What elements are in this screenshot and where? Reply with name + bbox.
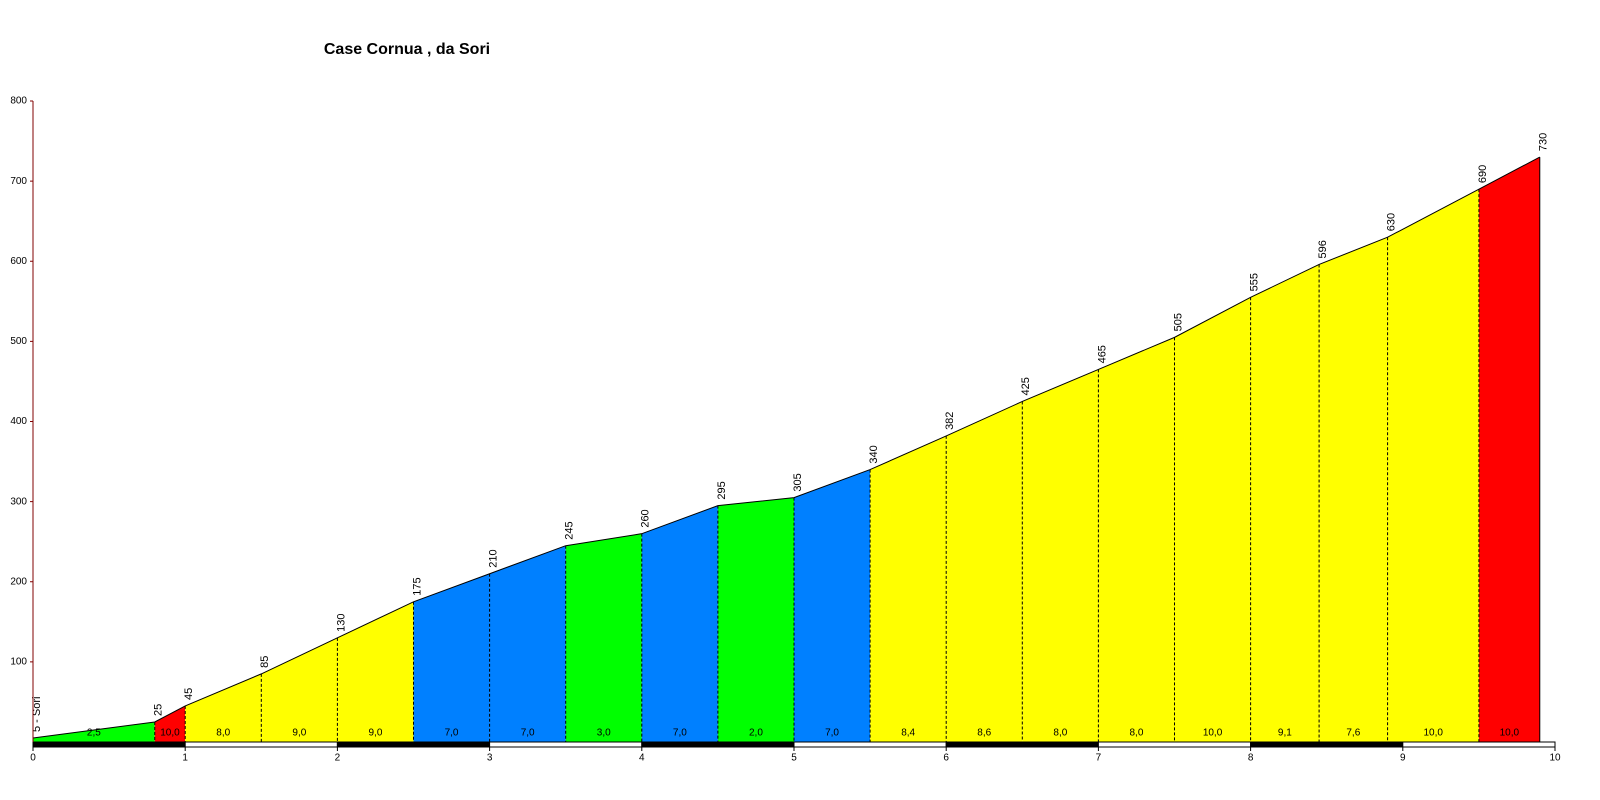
gradient-segment bbox=[185, 673, 262, 742]
x-tick-label: 2 bbox=[335, 753, 341, 764]
km-strip bbox=[32, 741, 186, 748]
elevation-label: 245 bbox=[564, 521, 576, 539]
y-tick-label: 300 bbox=[10, 496, 27, 507]
gradient-segment bbox=[1387, 189, 1479, 742]
x-tick-label: 0 bbox=[30, 753, 36, 764]
gradient-label: 8,0 bbox=[1053, 728, 1067, 739]
gradient-segment bbox=[794, 469, 871, 742]
elevation-label: 340 bbox=[868, 445, 880, 463]
gradient-label: 7,6 bbox=[1346, 728, 1360, 739]
elevation-label: 425 bbox=[1020, 377, 1032, 395]
gradient-segment bbox=[261, 637, 338, 742]
km-strip bbox=[641, 741, 795, 748]
x-tick-label: 7 bbox=[1096, 753, 1102, 764]
gradient-label: 7,0 bbox=[673, 728, 687, 739]
gradient-segment bbox=[1022, 369, 1099, 742]
gradient-segment bbox=[717, 497, 794, 742]
km-strip bbox=[184, 741, 338, 748]
gradient-label: 7,0 bbox=[445, 728, 459, 739]
gradient-segment bbox=[1319, 237, 1388, 742]
gradient-segment bbox=[489, 545, 566, 742]
gradient-segment bbox=[641, 505, 718, 742]
elevation-label: 690 bbox=[1477, 165, 1489, 183]
km-strip bbox=[336, 741, 491, 748]
gradient-segment bbox=[154, 705, 186, 742]
x-tick-label: 3 bbox=[487, 753, 493, 764]
elevation-label: 465 bbox=[1096, 345, 1108, 363]
y-tick-label: 800 bbox=[10, 96, 27, 107]
elevation-label: 85 bbox=[259, 656, 271, 668]
x-tick-label: 6 bbox=[943, 753, 949, 764]
gradient-segment bbox=[1250, 264, 1320, 742]
gradient-segment bbox=[337, 601, 414, 742]
elevation-label: 260 bbox=[640, 509, 652, 527]
gradient-segment bbox=[946, 401, 1023, 742]
km-strip bbox=[1097, 741, 1252, 748]
x-tick-label: 1 bbox=[182, 753, 188, 764]
gradient-label: 9,0 bbox=[292, 728, 306, 739]
y-tick-label: 100 bbox=[10, 657, 27, 668]
gradient-label: 8,4 bbox=[901, 728, 915, 739]
gradient-label: 8,0 bbox=[216, 728, 230, 739]
y-tick-label: 400 bbox=[10, 416, 27, 427]
gradient-label: 10,0 bbox=[1500, 728, 1520, 739]
km-strip bbox=[1402, 741, 1556, 748]
y-tick-label: 200 bbox=[10, 576, 27, 587]
elevation-label: 210 bbox=[488, 549, 500, 567]
gradient-label: 8,6 bbox=[977, 728, 991, 739]
gradient-label: 3,0 bbox=[597, 728, 611, 739]
y-tick-label: 700 bbox=[10, 176, 27, 187]
gradient-label: 7,0 bbox=[521, 728, 535, 739]
x-tick-label: 10 bbox=[1549, 753, 1561, 764]
gradient-label: 2,5 bbox=[87, 728, 101, 739]
gradient-segment bbox=[413, 573, 490, 742]
y-tick-label: 600 bbox=[10, 256, 27, 267]
elevation-label: 305 bbox=[792, 473, 804, 491]
elevation-label: 730 bbox=[1538, 133, 1550, 151]
km-strip bbox=[945, 741, 1099, 748]
elevation-label: 382 bbox=[944, 412, 956, 430]
gradient-segment bbox=[33, 721, 155, 742]
profile-line bbox=[32, 156, 1541, 739]
elevation-label: 630 bbox=[1385, 213, 1397, 231]
elevation-label: 505 bbox=[1172, 313, 1184, 331]
elevation-label: 295 bbox=[716, 481, 728, 499]
gradient-label: 10,0 bbox=[1203, 728, 1223, 739]
gradient-label: 8,0 bbox=[1129, 728, 1143, 739]
gradient-label: 7,0 bbox=[825, 728, 839, 739]
x-tick-label: 9 bbox=[1400, 753, 1406, 764]
elevation-label: 555 bbox=[1249, 273, 1261, 291]
km-strip bbox=[793, 741, 947, 748]
elevation-label: 45 bbox=[183, 688, 195, 700]
gradient-segment bbox=[1174, 297, 1251, 742]
elevation-label: 130 bbox=[335, 613, 347, 631]
gradient-label: 2,0 bbox=[749, 728, 763, 739]
chart-title: Case Cornua , da Sori bbox=[324, 41, 490, 58]
km-strip bbox=[1250, 741, 1404, 748]
elevation-label: 596 bbox=[1317, 240, 1329, 258]
km-strip bbox=[489, 741, 643, 748]
gradient-label: 9,1 bbox=[1278, 728, 1292, 739]
gradient-label: 9,0 bbox=[368, 728, 382, 739]
gradient-segment bbox=[870, 435, 947, 742]
x-tick-label: 4 bbox=[639, 753, 645, 764]
y-tick-label: 500 bbox=[10, 336, 27, 347]
elevation-label: 25 bbox=[153, 704, 165, 716]
x-tick-label: 8 bbox=[1248, 753, 1254, 764]
x-tick-label: 5 bbox=[791, 753, 797, 764]
gradient-segment bbox=[1478, 157, 1540, 742]
elevation-label: 5 - Sori bbox=[31, 697, 43, 732]
gradient-label: 10,0 bbox=[1424, 728, 1444, 739]
gradient-segment bbox=[565, 533, 642, 742]
gradient-segment bbox=[1098, 337, 1175, 742]
elevation-label: 175 bbox=[411, 577, 423, 595]
gradient-label: 10,0 bbox=[160, 728, 180, 739]
